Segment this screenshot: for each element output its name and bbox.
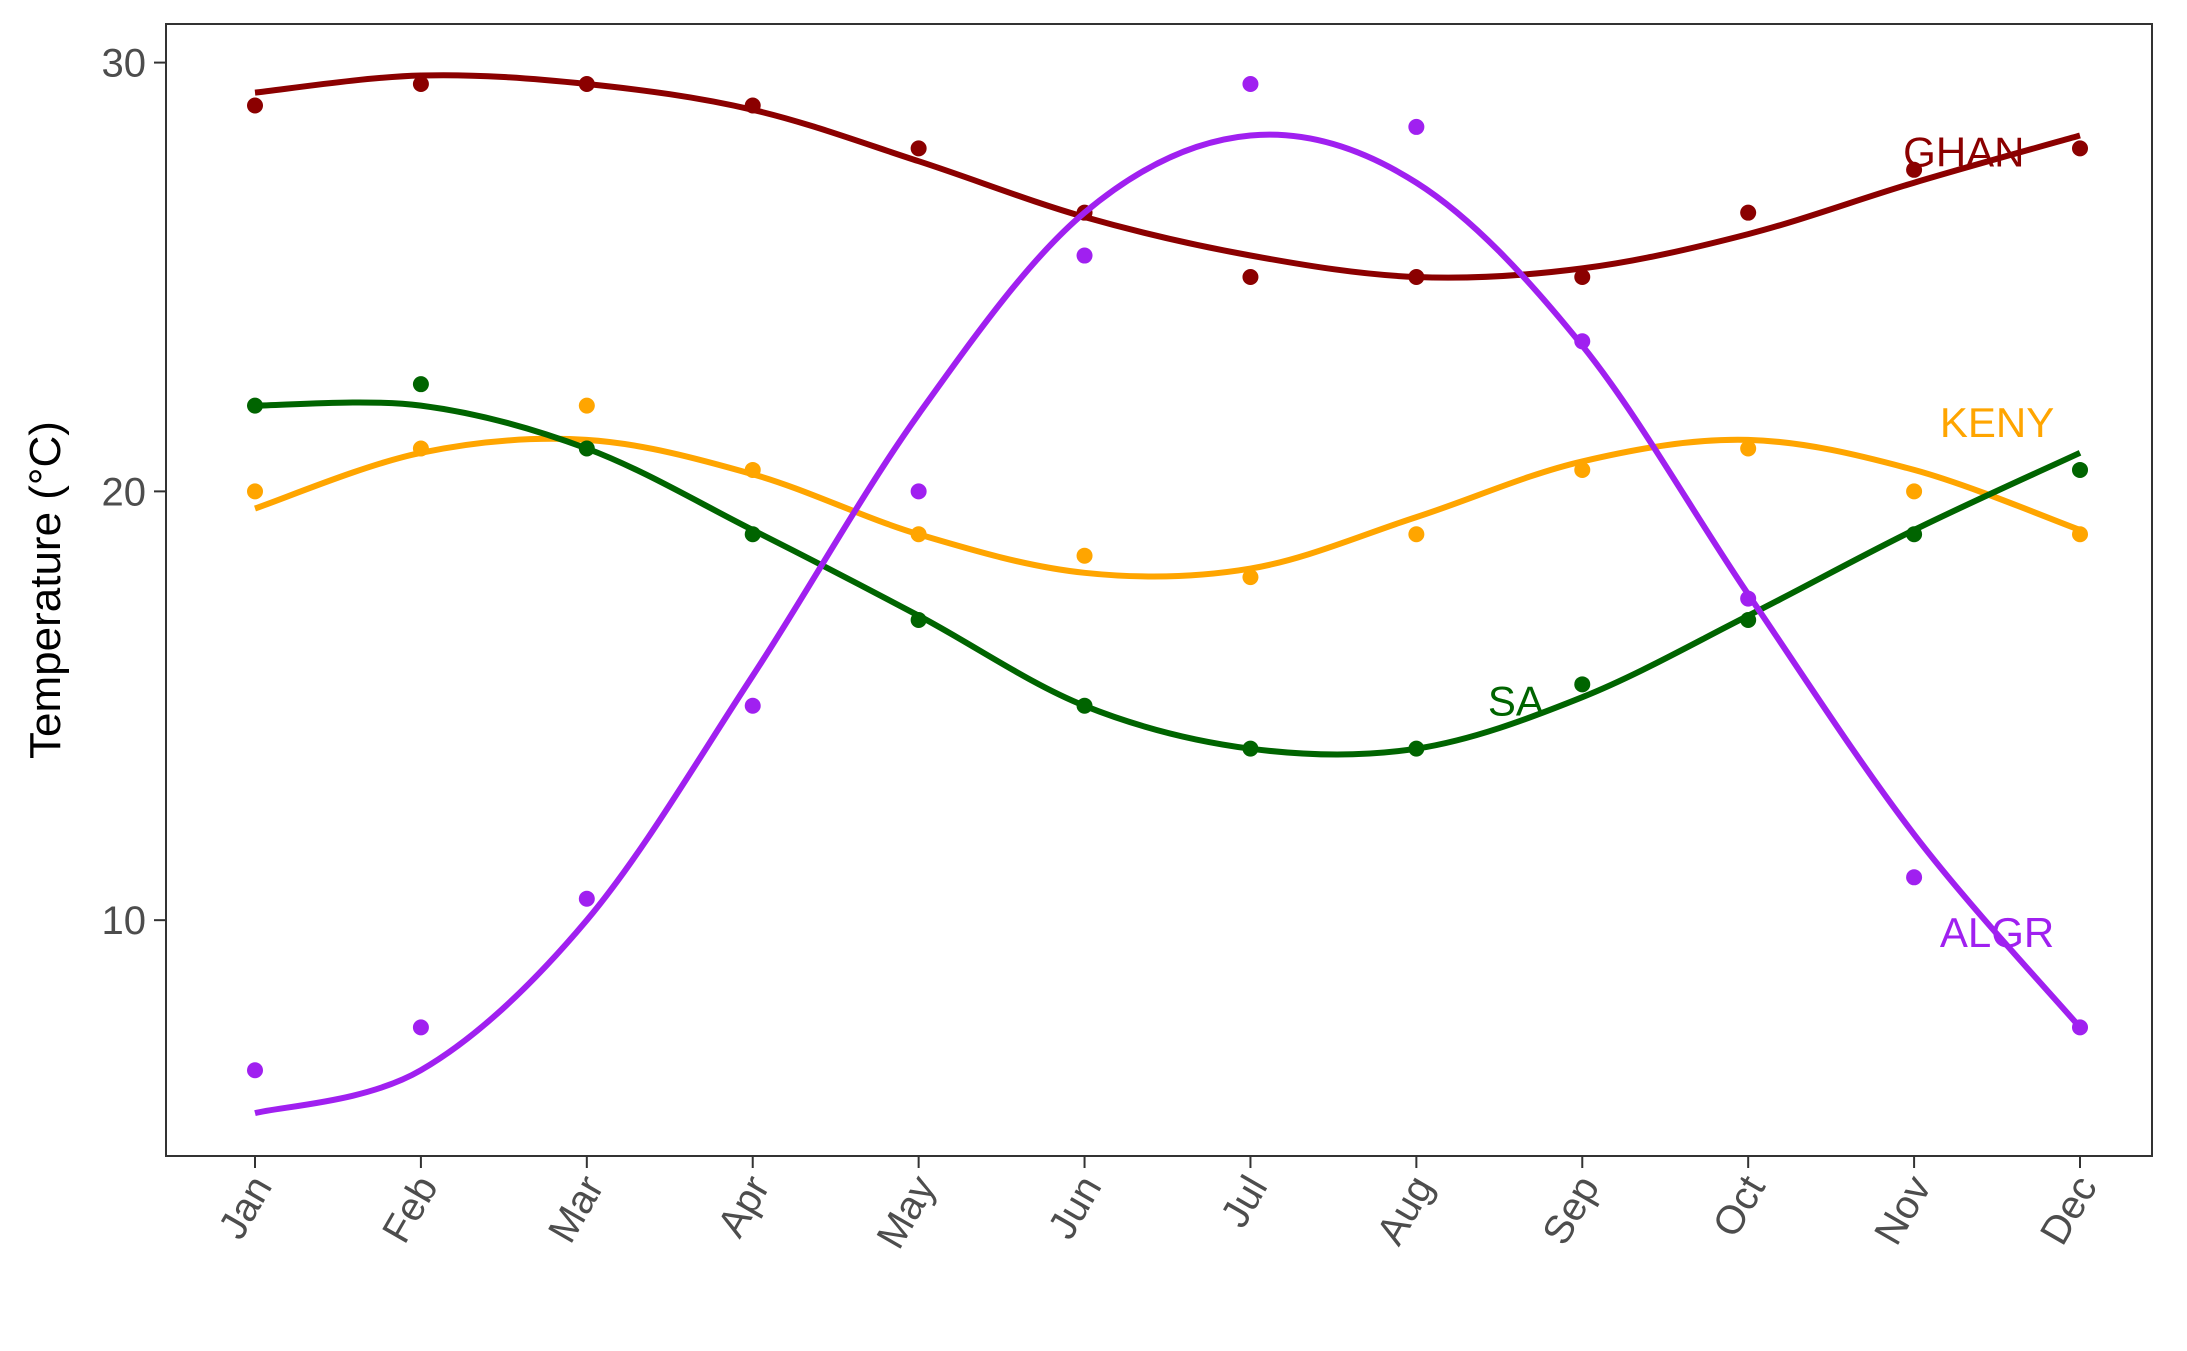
- data-point-sa-may: [910, 612, 927, 629]
- series-keny: [247, 397, 2088, 586]
- data-point-algr-apr: [744, 697, 761, 714]
- x-tick-label-jul: Jul: [1213, 1169, 1277, 1235]
- data-point-sa-sep: [1574, 676, 1591, 693]
- x-tick-label-feb: Feb: [374, 1169, 447, 1251]
- data-point-ghan-oct: [1740, 204, 1757, 221]
- x-tick-label-oct: Oct: [1705, 1169, 1774, 1245]
- trend-line-sa: [254, 399, 2082, 758]
- data-point-algr-dec: [2072, 1019, 2088, 1036]
- data-point-ghan-mar: [578, 76, 595, 93]
- trend-line-keny: [254, 435, 2082, 580]
- data-point-algr-jan: [247, 1062, 263, 1079]
- trend-line-algr: [254, 131, 2083, 1117]
- data-point-algr-sep: [1574, 333, 1591, 350]
- data-point-algr-mar: [578, 890, 595, 907]
- series-layer: [247, 72, 2088, 1117]
- x-tick-label-jun: Jun: [1040, 1169, 1110, 1247]
- series-sa: [247, 376, 2088, 758]
- series-algr: [247, 76, 2088, 1117]
- data-point-sa-feb: [412, 376, 429, 393]
- data-point-keny-mar: [578, 397, 595, 414]
- series-labels: GHAN KENY SA ALGR: [1488, 129, 2054, 956]
- data-point-keny-jun: [1076, 547, 1093, 564]
- data-point-algr-feb: [412, 1019, 429, 1036]
- x-tick-label-mar: Mar: [540, 1169, 613, 1251]
- y-tick-label-20: 20: [102, 470, 147, 514]
- series-label-sa: SA: [1488, 677, 1544, 724]
- y-axis: 10 20 30: [102, 42, 166, 943]
- data-point-keny-may: [910, 526, 927, 543]
- data-point-keny-nov: [1906, 483, 1923, 500]
- data-point-algr-oct: [1740, 590, 1757, 607]
- data-point-ghan-nov: [1906, 161, 1923, 178]
- data-point-ghan-apr: [744, 97, 761, 114]
- x-tick-label-aug: Aug: [1368, 1169, 1442, 1253]
- data-point-algr-may: [910, 483, 927, 500]
- data-point-keny-jul: [1242, 569, 1259, 586]
- x-axis: Jan Feb Mar Apr May Jun Jul Aug Sep Oct Nov Dec: [210, 1156, 2106, 1256]
- data-point-sa-dec: [2072, 461, 2088, 478]
- series-label-algr: ALGR: [1940, 909, 2054, 956]
- trend-line-ghan: [254, 72, 2081, 281]
- data-point-ghan-feb: [412, 76, 429, 93]
- data-point-algr-nov: [1906, 869, 1923, 886]
- x-tick-label-sep: Sep: [1534, 1169, 1608, 1253]
- data-point-sa-nov: [1906, 526, 1923, 543]
- data-point-ghan-jan: [247, 97, 263, 114]
- x-tick-label-apr: Apr: [709, 1169, 778, 1245]
- data-point-sa-jun: [1076, 697, 1093, 714]
- data-point-keny-aug: [1408, 526, 1425, 543]
- data-point-keny-jan: [247, 483, 263, 500]
- x-tick-label-dec: Dec: [2032, 1169, 2106, 1253]
- data-point-ghan-jul: [1242, 268, 1259, 285]
- y-tick-label-30: 30: [102, 42, 147, 86]
- data-point-algr-jul: [1242, 76, 1259, 93]
- data-point-keny-apr: [744, 461, 761, 478]
- data-point-algr-aug: [1408, 118, 1425, 135]
- data-point-sa-aug: [1408, 740, 1425, 757]
- data-point-sa-apr: [744, 526, 761, 543]
- data-point-keny-oct: [1740, 440, 1757, 457]
- series-ghan: [247, 72, 2088, 285]
- y-tick-label-10: 10: [102, 899, 147, 943]
- data-point-keny-feb: [412, 440, 429, 457]
- x-tick-label-may: May: [869, 1169, 945, 1256]
- x-tick-label-nov: Nov: [1866, 1169, 1940, 1253]
- data-point-sa-mar: [578, 440, 595, 457]
- data-point-ghan-dec: [2072, 140, 2088, 157]
- data-point-ghan-sep: [1574, 268, 1591, 285]
- data-point-ghan-may: [910, 140, 927, 157]
- plot-panel-border: [165, 23, 2153, 1157]
- data-point-sa-jan: [247, 397, 263, 414]
- data-point-keny-sep: [1574, 461, 1591, 478]
- y-axis-title: Temperature (°C): [21, 421, 70, 759]
- data-point-sa-jul: [1242, 740, 1259, 757]
- series-label-ghan: GHAN: [1903, 129, 2024, 176]
- series-label-keny: KENY: [1940, 399, 2054, 446]
- x-tick-label-jan: Jan: [210, 1169, 280, 1247]
- data-point-keny-dec: [2072, 526, 2088, 543]
- data-point-ghan-aug: [1408, 268, 1425, 285]
- data-point-sa-oct: [1740, 612, 1757, 629]
- data-point-algr-jun: [1076, 247, 1093, 264]
